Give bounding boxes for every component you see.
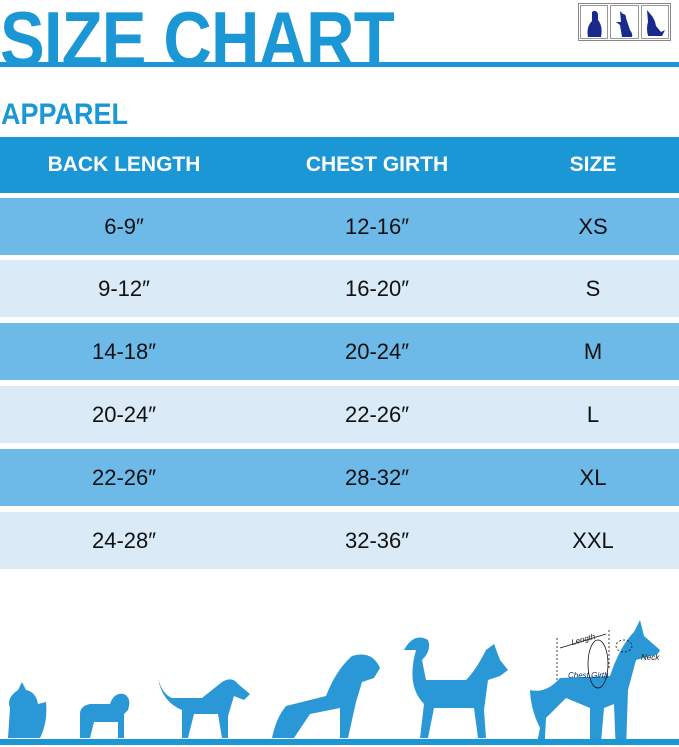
back-length-cell: 24-28″ xyxy=(91,527,157,553)
back-length-cell: 14-18″ xyxy=(91,338,157,364)
size-cell: S xyxy=(585,275,601,301)
pomeranian-icon xyxy=(8,682,47,738)
chest-girth-cell: 22-26″ xyxy=(344,401,410,427)
table-row: 14-18″ 20-24″ M xyxy=(0,323,679,380)
spaniel-icon xyxy=(272,654,380,738)
size-cell: L xyxy=(586,401,600,427)
pug-icon xyxy=(80,693,130,738)
size-cell: XXL xyxy=(572,527,614,553)
title-underline xyxy=(0,62,679,67)
table-row: 24-28″ 32-36″ XXL xyxy=(0,512,679,569)
back-length-cell: 9-12″ xyxy=(98,275,150,301)
size-cell: XS xyxy=(578,213,608,239)
column-header-size: SIZE xyxy=(569,153,617,176)
chest-girth-cell: 28-32″ xyxy=(344,464,410,490)
back-length-cell: 6-9″ xyxy=(104,213,144,239)
back-length-cell: 20-24″ xyxy=(91,401,157,427)
page-title: SIZE CHART xyxy=(0,0,395,83)
column-header-chest-girth: CHEST GIRTH xyxy=(305,153,449,176)
size-cell: XL xyxy=(579,464,607,490)
sitting-dog-icon xyxy=(580,5,609,39)
table-row: 22-26″ 28-32″ XL xyxy=(0,449,679,506)
table-row: 9-12″ 16-20″ S xyxy=(0,260,679,317)
neck-label: Neck xyxy=(641,653,660,662)
table-row: 20-24″ 22-26″ L xyxy=(0,386,679,443)
begging-dog-icon xyxy=(610,5,639,39)
howling-dog-icon xyxy=(640,5,669,39)
dog-silhouettes xyxy=(8,620,660,740)
chest-girth-label: Chest Girth xyxy=(568,671,609,680)
chest-girth-cell: 12-16″ xyxy=(344,213,410,239)
column-header-back-length: BACK LENGTH xyxy=(47,153,201,176)
chest-girth-cell: 20-24″ xyxy=(344,338,410,364)
table-row: 6-9″ 12-16″ XS xyxy=(0,198,679,255)
chest-girth-cell: 16-20″ xyxy=(344,275,410,301)
table-header: BACK LENGTH CHEST GIRTH SIZE xyxy=(0,137,679,193)
husky-icon xyxy=(404,637,508,738)
great-dane-icon xyxy=(530,620,660,740)
brand-logo xyxy=(578,3,671,41)
section-heading: APPAREL xyxy=(1,98,129,131)
ground-line xyxy=(0,739,679,745)
beagle-icon xyxy=(158,678,250,738)
chest-girth-cell: 32-36″ xyxy=(344,527,410,553)
back-length-cell: 22-26″ xyxy=(91,464,157,490)
size-cell: M xyxy=(583,338,603,364)
